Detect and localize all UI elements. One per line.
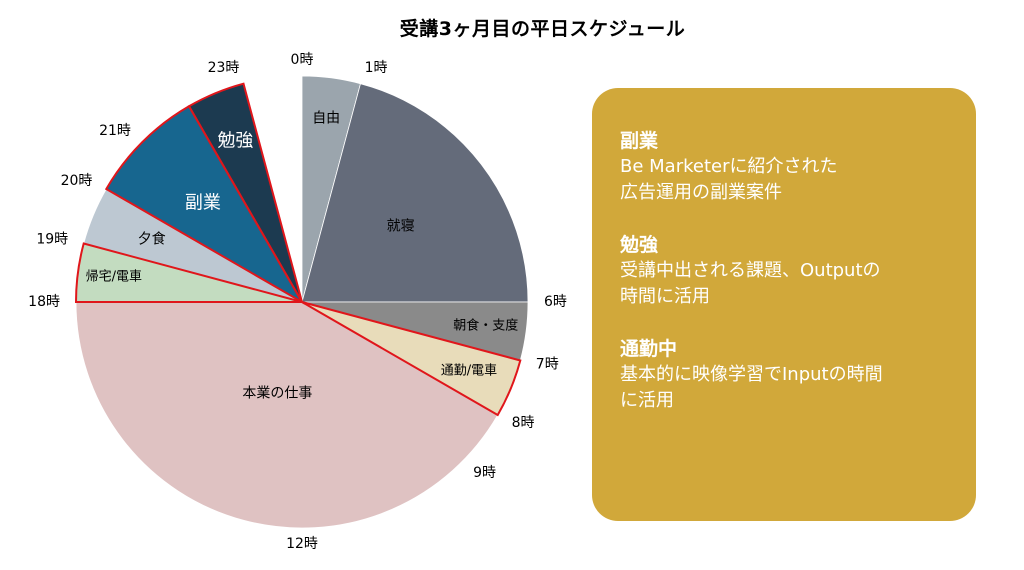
- slice-label: 通勤/電車: [441, 364, 497, 379]
- slice-label: 本業の仕事: [242, 386, 312, 402]
- hour-label: 9時: [473, 465, 496, 481]
- hour-label: 21時: [99, 123, 131, 139]
- pie-slice-outline-7: [104, 104, 305, 305]
- note-side-job: 副業 Be Marketerに紹介された 広告運用の副業案件: [620, 128, 954, 206]
- pie-slice-4: [75, 301, 499, 529]
- pie-slice-1: [301, 83, 529, 303]
- hour-label: 7時: [536, 357, 559, 373]
- hour-label: 12時: [286, 536, 318, 552]
- hour-label: 18時: [28, 294, 60, 310]
- hour-label: 1時: [365, 60, 388, 76]
- note-study: 勉強 受講中出される課題、Outputの 時間に活用: [620, 232, 954, 310]
- note-title: 勉強: [620, 234, 659, 256]
- hour-label: 8時: [512, 415, 535, 431]
- slice-label: 自由: [312, 110, 340, 126]
- slice-label: 就寝: [387, 217, 415, 234]
- note-title: 副業: [620, 130, 659, 152]
- pie-slice-outline-8: [187, 82, 303, 303]
- hour-label: 0時: [291, 52, 314, 68]
- note-body: 基本的に映像学習でInputの時間 に活用: [620, 364, 883, 411]
- note-commute: 通勤中 基本的に映像学習でInputの時間 に活用: [620, 336, 954, 414]
- hour-label: 19時: [36, 231, 68, 247]
- chart-title: 受講3ヶ月目の平日スケジュール: [399, 18, 686, 40]
- slice-label: 副業: [185, 192, 221, 213]
- hour-label: 20時: [61, 173, 93, 189]
- slice-label: 帰宅/電車: [86, 269, 142, 285]
- slice-label: 夕食: [138, 231, 166, 248]
- hour-label: 23時: [208, 60, 240, 76]
- slice-label: 勉強: [217, 131, 253, 152]
- note-body: Be Marketerに紹介された 広告運用の副業案件: [620, 156, 838, 203]
- pie-slice-outline-3: [301, 301, 522, 417]
- pie-slice-outline-5: [74, 242, 303, 303]
- note-body: 受講中出される課題、Outputの 時間に活用: [620, 260, 881, 307]
- slice-label: 朝食・支度: [453, 318, 518, 334]
- info-panel: 副業 Be Marketerに紹介された 広告運用の副業案件 勉強 受講中出され…: [592, 88, 976, 521]
- hour-label: 6時: [544, 294, 567, 310]
- note-title: 通勤中: [620, 338, 678, 360]
